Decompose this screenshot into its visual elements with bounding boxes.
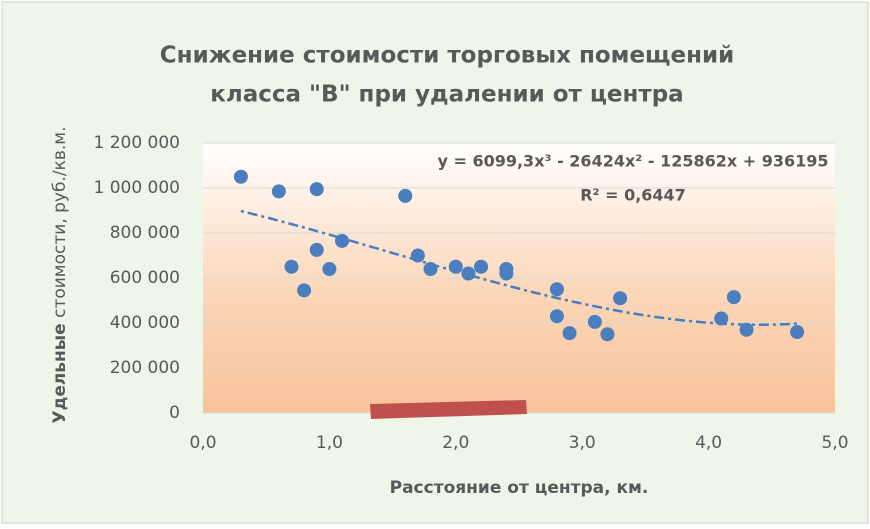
point — [309, 242, 324, 257]
y-axis-title-bold: Удельные — [50, 323, 70, 423]
x-tick-label: 4,0 — [695, 433, 722, 453]
point — [398, 188, 413, 203]
point — [499, 266, 514, 281]
trendline-equation: y = 6099,3x³ - 26424x² - 125862x + 93619… — [437, 152, 828, 171]
x-tick-label: 0,0 — [189, 433, 216, 453]
point — [790, 325, 805, 339]
chart-title: класса "B" при удалении от центра — [210, 82, 683, 108]
y-tick-label: 0 — [169, 403, 180, 423]
point — [410, 248, 425, 263]
chart-title: Снижение стоимости торговых помещений — [160, 43, 734, 69]
point — [284, 259, 299, 274]
x-tick-label: 5,0 — [821, 433, 848, 453]
y-tick-label: 400 000 — [110, 313, 180, 333]
y-tick-label: 800 000 — [110, 223, 180, 243]
y-tick-label: 1 200 000 — [93, 133, 180, 153]
point — [461, 266, 476, 281]
point — [587, 314, 602, 329]
point — [714, 311, 729, 326]
x-axis-title: Расстояние от центра, км. — [390, 478, 649, 498]
y-axis-title: Удельные стоимости, руб./кв.м. — [50, 126, 70, 423]
y-tick-label: 200 000 — [110, 358, 180, 378]
point — [562, 326, 577, 341]
point — [423, 262, 438, 276]
point — [474, 259, 489, 274]
x-tick-label: 3,0 — [569, 433, 596, 453]
point — [322, 262, 337, 276]
point — [309, 182, 324, 197]
point — [335, 233, 350, 248]
point — [448, 259, 463, 274]
trendline — [240, 209, 798, 326]
point — [549, 309, 564, 324]
point — [271, 184, 286, 199]
trendline-r2: R² = 0,6447 — [580, 186, 686, 205]
point — [613, 291, 628, 306]
point — [726, 290, 741, 305]
point — [549, 282, 564, 297]
marks — [233, 169, 805, 342]
annotation-shape — [370, 400, 527, 419]
point — [297, 283, 312, 298]
point — [600, 327, 615, 342]
y-tick-label: 600 000 — [110, 268, 180, 288]
point — [739, 322, 754, 337]
y-tick-label: 1 000 000 — [93, 178, 180, 198]
x-tick-label: 2,0 — [442, 433, 469, 453]
x-tick-label: 1,0 — [316, 433, 343, 453]
grid — [203, 142, 835, 414]
point — [233, 169, 248, 184]
y-axis-title-rest: стоимости, руб./кв.м. — [50, 126, 70, 317]
